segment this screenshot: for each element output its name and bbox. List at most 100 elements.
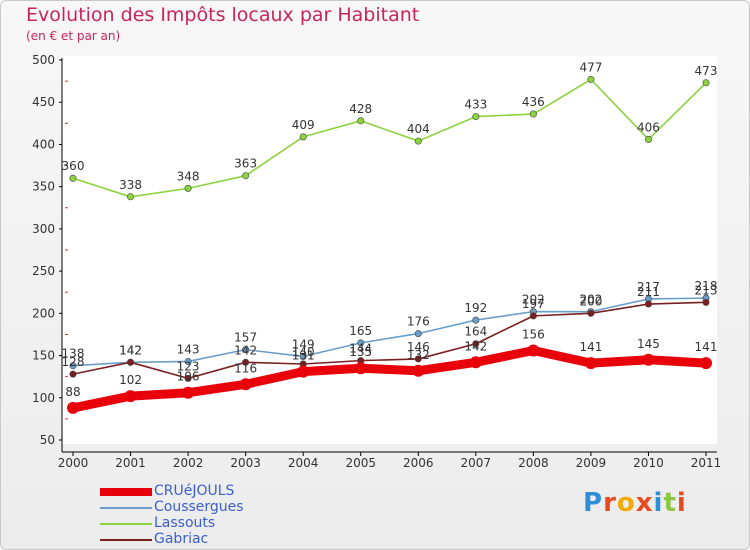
logo-letter: P (583, 488, 604, 518)
data-point-crujouls (182, 386, 195, 399)
data-label-crujouls: 141 (579, 340, 602, 354)
legend-swatch-gabriac (100, 539, 152, 541)
y-tick-label: 250 (32, 264, 55, 278)
data-label-gabriac: 140 (292, 345, 315, 359)
data-point-lassouts (127, 193, 135, 201)
data-point-coussergues (242, 346, 250, 354)
data-label-coussergues: 176 (407, 315, 430, 329)
data-label-gabriac: 146 (407, 340, 430, 354)
data-label-crujouls: 135 (349, 345, 372, 359)
y-tick-label: 200 (32, 306, 55, 320)
data-label-gabriac: 128 (62, 355, 85, 369)
data-point-gabriac (242, 358, 250, 366)
data-label-crujouls: 132 (407, 348, 430, 362)
data-label-lassouts: 404 (407, 122, 430, 136)
data-point-coussergues (299, 352, 307, 360)
x-tick-label: 2007 (461, 456, 492, 470)
data-point-coussergues (414, 330, 422, 338)
data-label-gabriac: 211 (637, 285, 660, 299)
data-label-gabriac: 197 (522, 297, 545, 311)
y-tick-label: 350 (32, 180, 55, 194)
data-point-coussergues (69, 362, 77, 370)
x-tick-label: 2001 (115, 456, 146, 470)
data-point-gabriac (587, 309, 595, 317)
data-point-gabriac (472, 340, 480, 348)
y-tick-label: 100 (32, 391, 55, 405)
series-line-lassouts (72, 78, 707, 198)
data-label-coussergues: 143 (177, 342, 200, 356)
data-point-crujouls (124, 390, 137, 403)
data-point-lassouts (414, 137, 422, 145)
data-point-crujouls (239, 378, 252, 391)
data-point-coussergues (184, 357, 192, 365)
data-label-coussergues: 157 (234, 331, 257, 345)
data-label-lassouts: 428 (349, 102, 372, 116)
x-tick-label: 2010 (633, 456, 664, 470)
data-point-gabriac (127, 358, 135, 366)
legend-label-coussergues: Coussergues (154, 499, 244, 515)
legend-swatch-cruejouls (100, 488, 152, 496)
data-point-crujouls (584, 357, 597, 370)
series-line-gabriac (72, 301, 707, 380)
data-point-gabriac (529, 312, 537, 320)
data-point-lassouts (472, 113, 480, 121)
legend-label-lassouts: Lassouts (154, 515, 216, 531)
data-label-crujouls: 88 (65, 385, 80, 399)
data-point-crujouls (297, 365, 310, 378)
data-point-lassouts (242, 172, 250, 180)
data-label-crujouls: 116 (234, 361, 257, 375)
data-label-gabriac: 142 (119, 343, 142, 357)
data-label-coussergues: 165 (349, 324, 372, 338)
data-point-crujouls (469, 356, 482, 369)
data-label-gabriac: 144 (349, 342, 372, 356)
data-label-coussergues: 149 (292, 337, 315, 351)
x-tick-label: 2005 (345, 456, 376, 470)
data-label-crujouls: 106 (177, 370, 200, 384)
data-point-lassouts (644, 135, 652, 143)
data-label-coussergues: 138 (62, 347, 85, 361)
data-label-gabriac: 200 (579, 294, 602, 308)
legend-swatch-lassouts (100, 523, 152, 525)
data-label-lassouts: 477 (579, 60, 602, 74)
data-label-crujouls: 131 (292, 349, 315, 363)
logo-letter: t (663, 488, 677, 518)
proxiti-logo: Proxiti (583, 488, 687, 518)
data-point-lassouts (357, 117, 365, 125)
data-label-coussergues: 217 (637, 280, 660, 294)
data-label-gabriac: 213 (695, 283, 718, 297)
y-tick-label: 450 (32, 95, 55, 109)
legend-label-gabriac: Gabriac (154, 531, 209, 547)
data-label-lassouts: 363 (234, 157, 257, 171)
data-label-coussergues: 202 (522, 293, 545, 307)
data-label-crujouls: 156 (522, 327, 545, 341)
x-tick-label: 2009 (576, 456, 607, 470)
logo-letter: i (653, 488, 664, 518)
data-label-gabriac: 164 (464, 325, 487, 339)
y-tick-label: 300 (32, 222, 55, 236)
logo-letter: o (616, 488, 636, 518)
data-label-coussergues: 192 (464, 301, 487, 315)
data-point-crujouls (67, 401, 79, 414)
data-point-crujouls (354, 362, 367, 375)
data-label-crujouls: 102 (119, 373, 142, 387)
x-tick-label: 2002 (173, 456, 204, 470)
data-label-crujouls: 145 (637, 337, 660, 351)
chart-subtitle: (en € et par an) (26, 29, 121, 43)
series-line-coussergues (72, 297, 707, 367)
data-point-lassouts (702, 79, 710, 87)
legend-label-cruejouls: CRUéJOULS (154, 483, 235, 499)
data-point-lassouts (69, 174, 77, 182)
data-point-coussergues (357, 339, 365, 347)
x-tick-label: 2011 (691, 456, 722, 470)
data-label-coussergues: 202 (579, 293, 602, 307)
y-tick-label: 500 (32, 53, 55, 67)
x-tick-label: 2004 (288, 456, 319, 470)
data-point-crujouls (412, 364, 425, 377)
data-label-lassouts: 360 (62, 159, 85, 173)
x-tick-label: 2006 (403, 456, 434, 470)
data-point-lassouts (529, 110, 537, 118)
data-point-coussergues (472, 316, 480, 324)
data-point-lassouts (184, 184, 192, 192)
series-line-crujouls (68, 345, 711, 413)
